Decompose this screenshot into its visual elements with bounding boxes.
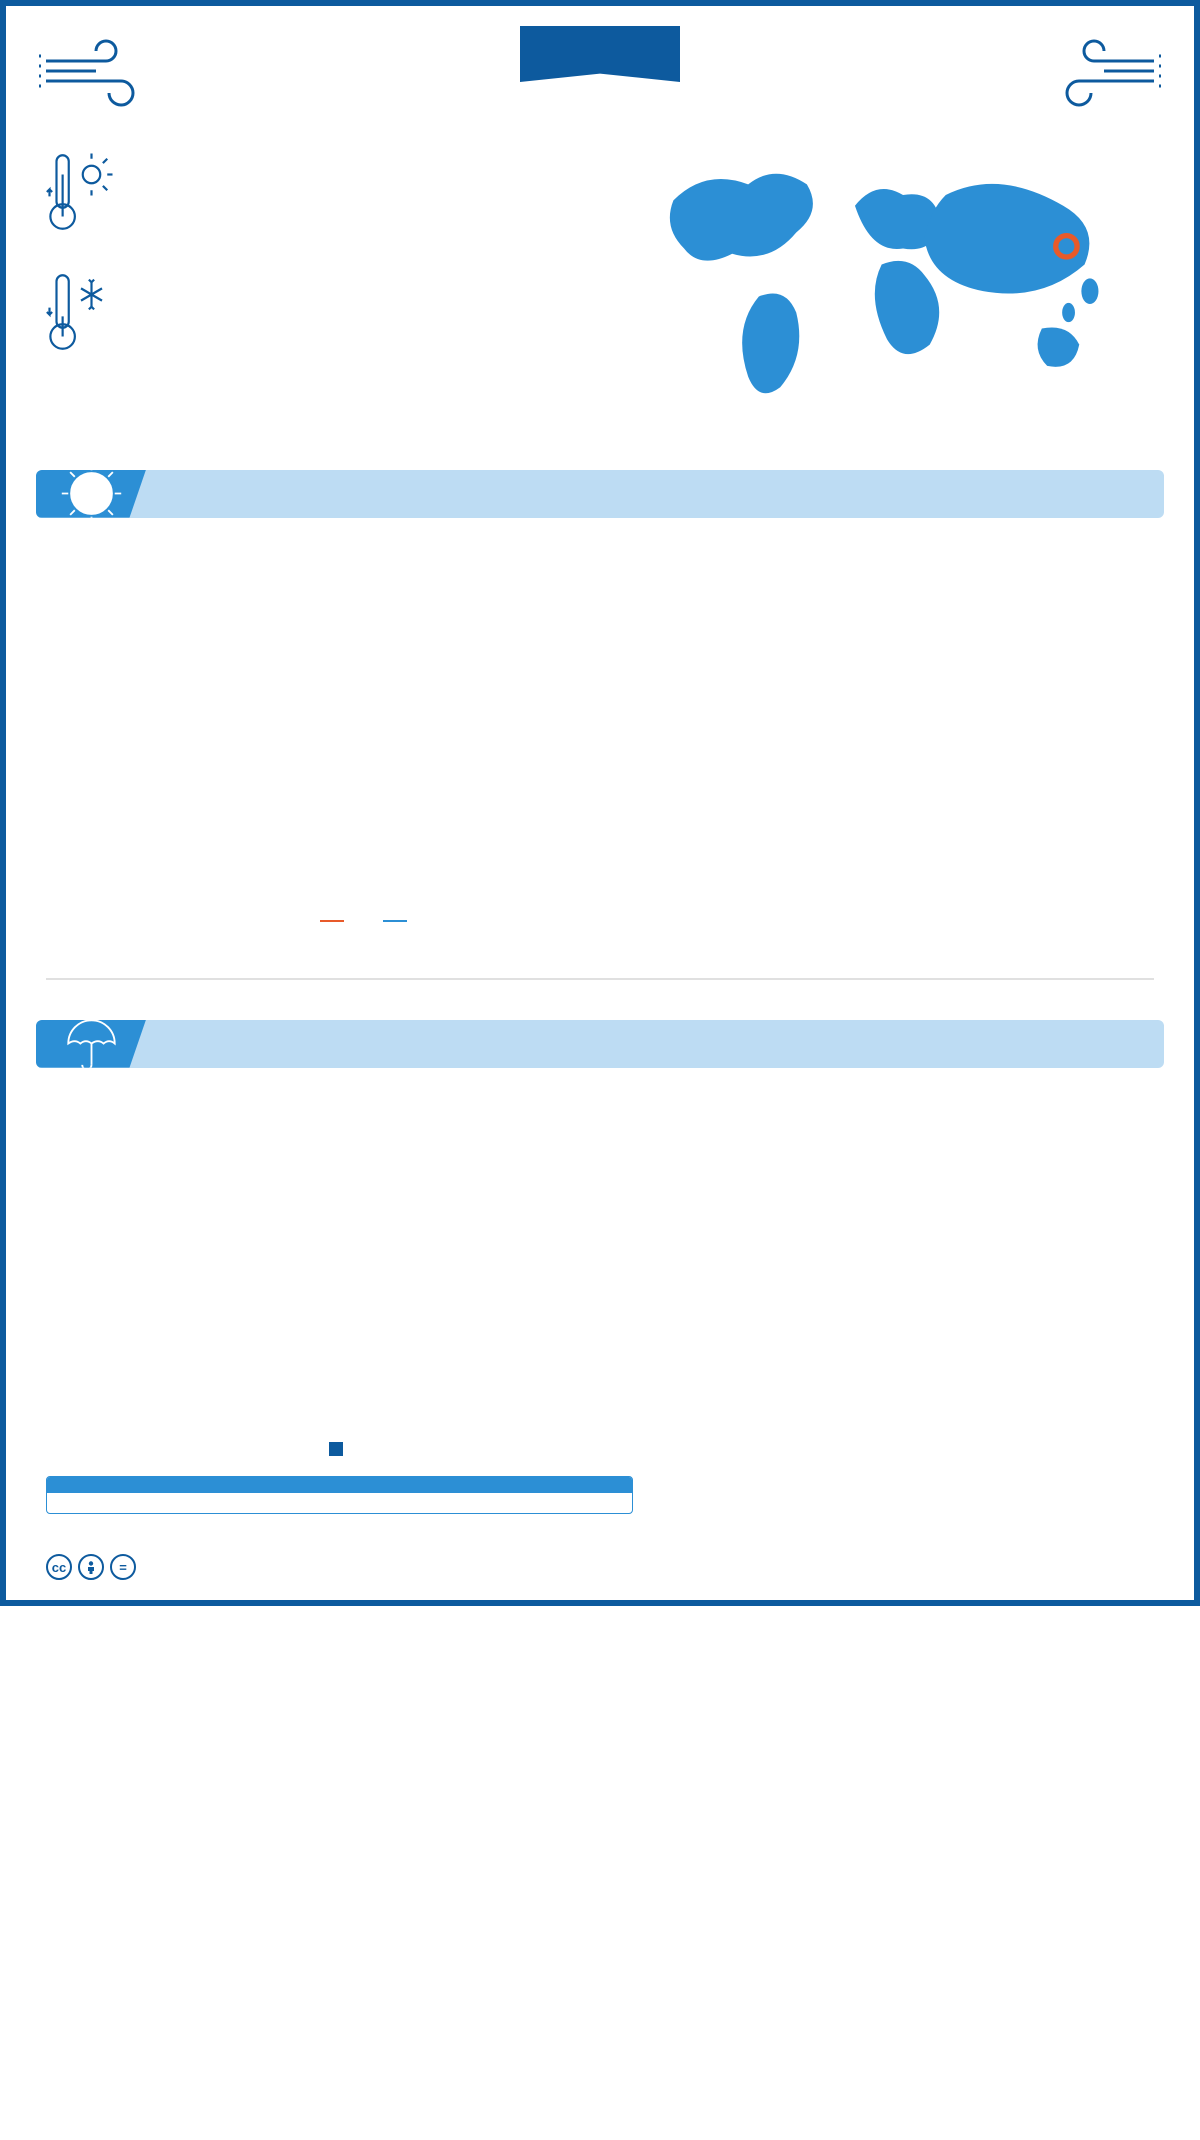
world-map-icon (620, 147, 1154, 425)
warmest-block (46, 147, 580, 237)
world-map-block (620, 147, 1154, 430)
title-ribbon (520, 26, 680, 82)
sun-icon (59, 461, 124, 526)
niederschlag-banner (36, 1020, 1164, 1068)
daily-temp-grid (46, 978, 1154, 980)
temperatur-banner (36, 470, 1164, 518)
wind-icon-left (36, 36, 156, 121)
probability-box (46, 1476, 633, 1514)
temperature-chart (46, 558, 687, 928)
thermometer-hot-icon (46, 147, 116, 237)
precip-legend (46, 1441, 633, 1457)
thermometer-cold-icon (46, 267, 116, 357)
nd-icon: = (110, 1554, 136, 1580)
license-block: cc = (46, 1554, 152, 1580)
wind-icon-right (1044, 36, 1164, 121)
umbrella-icon (59, 1011, 124, 1076)
legend-min (383, 913, 413, 928)
cc-icon: cc (46, 1554, 72, 1580)
temperature-info (727, 558, 1154, 928)
summary-section (6, 127, 1194, 460)
coldest-block (46, 267, 580, 357)
by-icon (78, 1554, 104, 1580)
precipitation-info (673, 1098, 1154, 1515)
precipitation-chart (46, 1098, 633, 1515)
legend-max (320, 913, 350, 928)
footer: cc = (6, 1534, 1194, 1600)
header (6, 6, 1194, 127)
probability-title (47, 1477, 632, 1493)
